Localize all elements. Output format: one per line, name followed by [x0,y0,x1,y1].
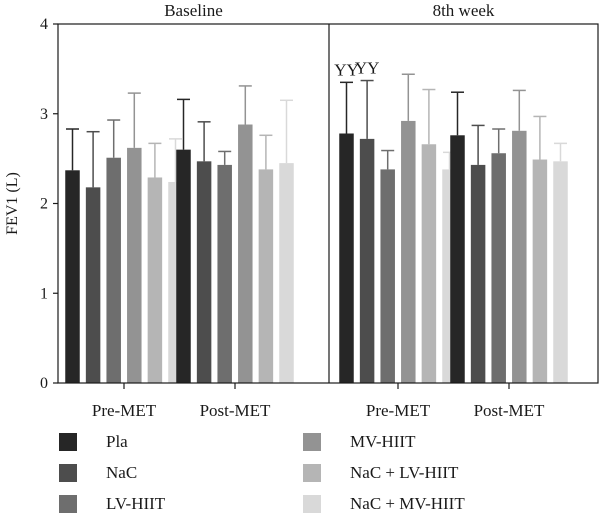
legend-swatch [303,464,321,482]
bar [147,177,163,383]
legend-label: NaC [106,463,138,482]
legend-label: LV-HIIT [106,494,166,513]
bar [258,169,274,383]
y-tick-label: 1 [40,285,48,302]
y-tick-label: 4 [40,16,48,33]
legend-label: NaC + LV-HIIT [350,463,459,482]
bar [421,144,437,383]
y-tick-label: 2 [40,196,48,213]
bar [217,164,232,383]
panel-title: Baseline [164,1,223,20]
legend-label: Pla [106,432,128,451]
bar [512,130,527,383]
x-tick-label: Pre-MET [92,401,157,420]
legend-swatch [59,495,77,513]
bar [238,124,253,384]
legend-swatch [59,433,77,451]
significance-annotation: YY [355,59,380,78]
legend-item: Pla [59,430,128,454]
bar [106,157,121,383]
bar [470,164,486,383]
x-tick-label: Pre-MET [366,401,431,420]
legend-swatch [59,464,77,482]
y-tick-label: 3 [40,106,48,123]
bar [532,159,548,383]
legend-swatch [303,495,321,513]
panel-title: 8th week [433,1,495,20]
bar [65,170,80,383]
y-tick-label: 0 [40,375,48,392]
bar [85,187,101,383]
bar [279,163,294,383]
chart: 0 1 2 3 4 Baseline Pre-MET Post-MET 8th week Pre-… [4,1,599,420]
bar [553,161,568,383]
legend-label: MV-HIIT [350,432,416,451]
bar [127,147,142,383]
bar [380,169,395,383]
legend-item: MV-HIIT [303,430,415,454]
legend-item: NaC + MV-HIIT [303,492,465,516]
legend-item: LV-HIIT [59,492,165,516]
bar [339,133,354,383]
y-axis-label: FEV1 (L) [4,172,21,235]
legend-item: NaC + LV-HIIT [303,461,458,485]
bar [196,161,212,383]
bar [401,120,416,384]
legend-swatch [303,433,321,451]
bar [491,153,506,383]
bar [450,135,465,383]
legend: Pla NaC LV-HIIT MV-HIIT NaC + LV-HIIT NaC + M… [0,432,600,521]
legend-item: NaC [59,461,137,485]
bar [359,138,375,383]
x-tick-label: Post-MET [200,401,271,420]
x-tick-label: Post-MET [474,401,545,420]
bar [176,149,191,383]
significance-annotation: YY [334,60,359,79]
legend-label: NaC + MV-HIIT [350,494,465,513]
